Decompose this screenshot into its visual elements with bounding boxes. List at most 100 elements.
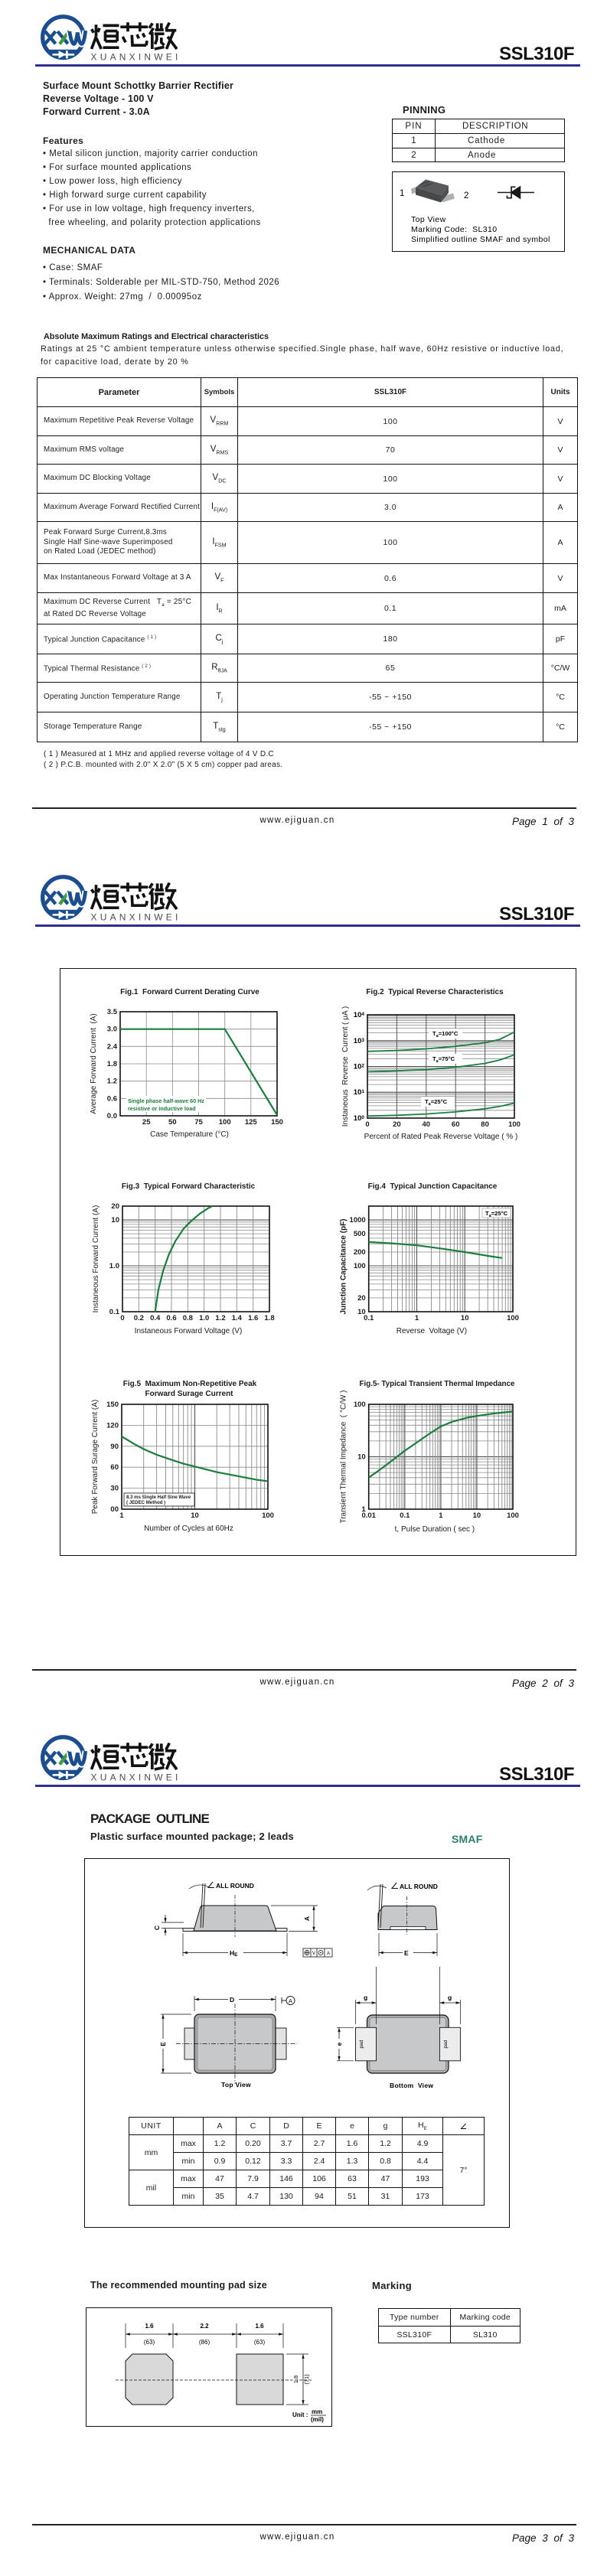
svg-text:1.0: 1.0 [199, 1314, 209, 1322]
svg-text:Instaneous Forward Voltage (V): Instaneous Forward Voltage (V) [135, 1327, 243, 1335]
svg-text:20: 20 [393, 1120, 401, 1129]
svg-text:( JEDEC Method ): ( JEDEC Method ) [126, 1500, 165, 1505]
svg-text:XUANXINWEI: XUANXINWEI [91, 52, 181, 63]
svg-text:20: 20 [357, 1294, 366, 1303]
svg-text:500: 500 [354, 1230, 366, 1238]
svg-text:100: 100 [354, 1114, 365, 1123]
svg-text:(86): (86) [199, 2339, 210, 2346]
svg-text:1.6: 1.6 [255, 2323, 264, 2330]
svg-text:Ta=25°C: Ta=25°C [425, 1098, 448, 1107]
svg-text:0.2: 0.2 [134, 1314, 144, 1322]
svg-text:A: A [327, 1952, 330, 1956]
svg-text:mm: mm [312, 2408, 322, 2415]
svg-text:0.1: 0.1 [400, 1511, 410, 1520]
svg-text:Simplified outline SMAF and sy: Simplified outline SMAF and symbol [411, 235, 550, 244]
svg-text:ALL ROUND: ALL ROUND [216, 1882, 254, 1890]
svg-text:Junction Capacitance (pF): Junction Capacitance (pF) [340, 1218, 348, 1314]
svg-text:1000: 1000 [350, 1216, 366, 1224]
svg-text:100: 100 [354, 1262, 366, 1270]
svg-text:g: g [364, 1994, 367, 2001]
svg-text:XUANXINWEI: XUANXINWEI [91, 912, 181, 923]
svg-text:50: 50 [168, 1118, 177, 1127]
svg-text:A: A [303, 1916, 311, 1921]
svg-text:25: 25 [142, 1118, 151, 1127]
svg-text:e: e [335, 2042, 343, 2046]
svg-text:Fig.4 Typical Junction Capaci: Fig.4 Typical Junction Capacitance [368, 1182, 498, 1191]
svg-text:E: E [159, 2042, 167, 2046]
svg-text:10: 10 [111, 1216, 119, 1224]
svg-text:0.1: 0.1 [364, 1314, 374, 1322]
svg-text:g: g [448, 1994, 452, 2001]
svg-text:Average Forward Current (A): Average Forward Current (A) [90, 1013, 98, 1114]
svg-text:1: 1 [415, 1314, 419, 1322]
svg-text:125: 125 [245, 1118, 258, 1127]
svg-text:A: A [289, 1999, 292, 2004]
svg-text:(mil): (mil) [311, 2416, 324, 2423]
svg-text:Fig.1 Forward Current Deratin: Fig.1 Forward Current Derating Curve [120, 988, 259, 996]
svg-text:3.5: 3.5 [107, 1008, 118, 1016]
svg-text:1.6: 1.6 [145, 2323, 154, 2330]
svg-text:10: 10 [461, 1314, 469, 1322]
svg-text:90: 90 [110, 1443, 119, 1451]
svg-text:Ta=75°C: Ta=75°C [432, 1055, 455, 1064]
svg-text:1: 1 [119, 1511, 124, 1520]
svg-text:1.8: 1.8 [292, 2375, 299, 2383]
svg-text:Ta=100°C: Ta=100°C [432, 1030, 459, 1039]
svg-text:1.0: 1.0 [109, 1262, 119, 1270]
svg-text:0.1: 0.1 [109, 1308, 120, 1316]
svg-text:Forward Surage Current: Forward Surage Current [145, 1390, 233, 1398]
svg-text:100: 100 [354, 1400, 366, 1409]
svg-text:120: 120 [106, 1421, 119, 1430]
svg-text:75: 75 [194, 1118, 203, 1127]
svg-text:150: 150 [271, 1118, 283, 1127]
svg-text:2.4: 2.4 [107, 1042, 118, 1051]
svg-text:102: 102 [354, 1063, 365, 1071]
svg-text:100: 100 [507, 1314, 519, 1322]
svg-text:Single phase half-wave 60 Hz: Single phase half-wave 60 Hz [128, 1097, 204, 1104]
svg-text:V: V [312, 1952, 315, 1956]
svg-text:(71): (71) [303, 2374, 310, 2385]
svg-text:8.3 ms Single Half Sine Wave: 8.3 ms Single Half Sine Wave [126, 1495, 191, 1500]
svg-text:60: 60 [452, 1120, 460, 1129]
svg-text:ALL ROUND: ALL ROUND [400, 1883, 438, 1890]
svg-text:Fig.5- Typical Transient Therm: Fig.5- Typical Transient Thermal Impedan… [360, 1380, 515, 1388]
svg-text:Top View: Top View [221, 2081, 251, 2089]
svg-text:Marking Code: SL310: Marking Code: SL310 [411, 225, 497, 234]
svg-text:0.0: 0.0 [107, 1112, 117, 1120]
svg-text:Ta=25°C: Ta=25°C [485, 1210, 508, 1218]
svg-text:Reverse Voltage (V): Reverse Voltage (V) [397, 1327, 467, 1335]
svg-text:101: 101 [354, 1088, 365, 1097]
svg-text:Instaneous Forward Current (A): Instaneous Forward Current (A) [92, 1205, 100, 1313]
svg-text:Transient Thermal Impedance (: Transient Thermal Impedance ( °C/W ) [340, 1390, 348, 1523]
svg-text:0: 0 [120, 1314, 124, 1322]
svg-text:100: 100 [507, 1511, 519, 1520]
svg-text:60: 60 [110, 1463, 119, 1472]
svg-text:00: 00 [110, 1505, 119, 1514]
svg-text:pad: pad [359, 2040, 364, 2048]
svg-text:1: 1 [361, 1505, 366, 1514]
svg-text:1: 1 [400, 189, 404, 198]
svg-text:200: 200 [354, 1248, 366, 1257]
svg-text:D: D [230, 1996, 234, 2004]
svg-text:Bottom View: Bottom View [390, 2082, 433, 2089]
svg-text:HE: HE [230, 1949, 238, 1958]
svg-text:XUANXINWEI: XUANXINWEI [91, 1772, 181, 1783]
svg-text:80: 80 [481, 1120, 489, 1129]
svg-text:1.6: 1.6 [248, 1314, 258, 1322]
svg-text:10: 10 [357, 1453, 366, 1462]
svg-text:0.01: 0.01 [361, 1511, 376, 1520]
svg-text:Percent of Rated Peak Reverse: Percent of Rated Peak Reverse Voltage ( … [364, 1133, 518, 1141]
svg-text:E: E [404, 1949, 409, 1957]
svg-text:10: 10 [357, 1308, 366, 1316]
svg-text:t, Pulse Duration ( sec ): t, Pulse Duration ( sec ) [395, 1525, 475, 1534]
svg-text:Top View: Top View [411, 215, 446, 224]
svg-text:0.6: 0.6 [166, 1314, 176, 1322]
svg-text:2.2: 2.2 [200, 2323, 209, 2330]
svg-text:3.0: 3.0 [107, 1026, 117, 1034]
svg-text:0.8: 0.8 [183, 1314, 193, 1322]
svg-text:1.2: 1.2 [107, 1078, 117, 1086]
svg-text:Unit :: Unit : [292, 2411, 308, 2418]
svg-text:150: 150 [106, 1400, 119, 1409]
svg-text:(63): (63) [144, 2339, 155, 2346]
svg-text:30: 30 [110, 1485, 119, 1493]
